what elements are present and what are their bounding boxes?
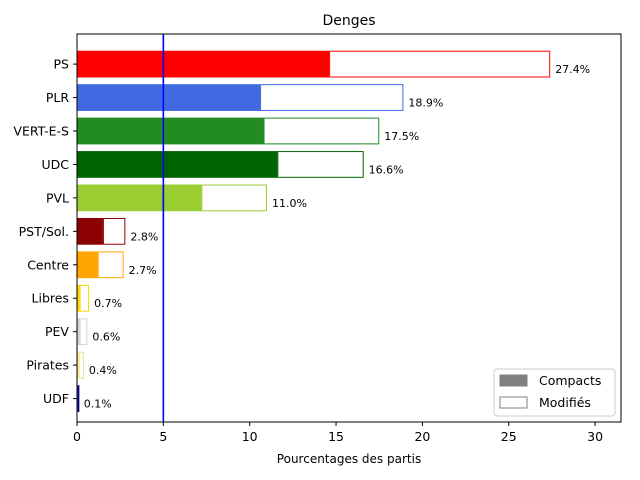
bar-modifies-pvl (201, 184, 267, 212)
bar-compacts-udc (77, 151, 278, 178)
y-tick-label-ps: PS (54, 57, 70, 72)
bar-compacts-pst-sol (77, 217, 103, 245)
y-tick-label-udf: UDF (43, 391, 69, 406)
value-label-pvl: 11.0% (272, 197, 307, 210)
x-axis: 0 5 10 15 20 25 30 (73, 422, 603, 444)
y-tick-label-pev: PEV (45, 324, 69, 339)
bar-compacts-ps (77, 50, 330, 78)
y-tick-label-pirates: Pirates (26, 358, 69, 373)
x-axis-label: Pourcentages des partis (277, 452, 421, 466)
y-tick-label-vert-e-s: VERT-E-S (13, 124, 69, 139)
x-tick-label-30: 30 (587, 429, 603, 444)
bar-modifies-udf (77, 385, 80, 412)
value-label-plr: 18.9% (408, 97, 443, 110)
legend-label-modifies: Modifiés (539, 395, 591, 410)
bar-modifies-pirates (78, 351, 84, 379)
bar-compacts-centre (77, 251, 98, 279)
y-tick-label-libres: Libres (32, 291, 69, 306)
x-tick-label-10: 10 (242, 429, 258, 444)
bar-compacts-pirates (77, 351, 79, 379)
x-tick-label-5: 5 (159, 429, 167, 444)
plot-frame (76, 33, 622, 423)
bar-modifies-plr (260, 84, 404, 111)
bar-modifies-pst-sol (102, 217, 126, 245)
x-tick-label-15: 15 (328, 429, 344, 444)
value-labels: 27.4% 18.9% 17.5% 16.6% 11.0% 2.8% 2.7% 0.7% 0.6… (84, 63, 590, 410)
value-label-vert-e-s: 17.5% (384, 130, 419, 143)
bar-compacts-plr (77, 84, 261, 111)
bar-modifies-libres (79, 284, 90, 312)
bar-compacts-pvl (77, 184, 202, 212)
value-label-centre: 2.7% (129, 264, 157, 277)
y-tick-label-udc: UDC (41, 157, 69, 172)
value-label-pst-sol: 2.8% (130, 230, 158, 243)
bar-modifies-pev (79, 318, 88, 346)
bar-modifies-udc (277, 151, 364, 178)
value-label-pev: 0.6% (92, 331, 120, 344)
y-tick-label-pvl: PVL (46, 190, 69, 205)
x-tick-label-25: 25 (501, 429, 517, 444)
bars-layer (77, 50, 551, 412)
bar-compacts-vert-e-s (77, 117, 264, 145)
y-tick-label-centre: Centre (27, 257, 69, 272)
y-axis: PS PLR VERT-E-S UDC PVL PST/Sol. Centre Libres P… (13, 57, 77, 406)
chart-title: Denges (322, 13, 375, 29)
value-label-libres: 0.7% (94, 297, 122, 310)
value-label-pirates: 0.4% (89, 364, 117, 377)
bar-modifies-vert-e-s (263, 117, 380, 145)
value-label-udf: 0.1% (84, 398, 112, 411)
legend-swatch-compacts (499, 374, 528, 387)
value-label-udc: 16.6% (369, 163, 404, 176)
value-label-ps: 27.4% (555, 63, 590, 76)
legend-label-compacts: Compacts (539, 373, 601, 388)
x-tick-label-20: 20 (414, 429, 430, 444)
bar-compacts-pev (77, 318, 80, 346)
bar-compacts-libres (77, 284, 80, 312)
bar-modifies-ps (329, 50, 551, 78)
bar-modifies-centre (97, 251, 124, 279)
x-tick-label-0: 0 (73, 429, 81, 444)
y-tick-label-pst-sol: PST/Sol. (19, 224, 69, 239)
y-tick-label-plr: PLR (46, 90, 70, 105)
legend-swatch-modifies (499, 396, 528, 409)
legend: Compacts Modifiés (493, 368, 616, 417)
